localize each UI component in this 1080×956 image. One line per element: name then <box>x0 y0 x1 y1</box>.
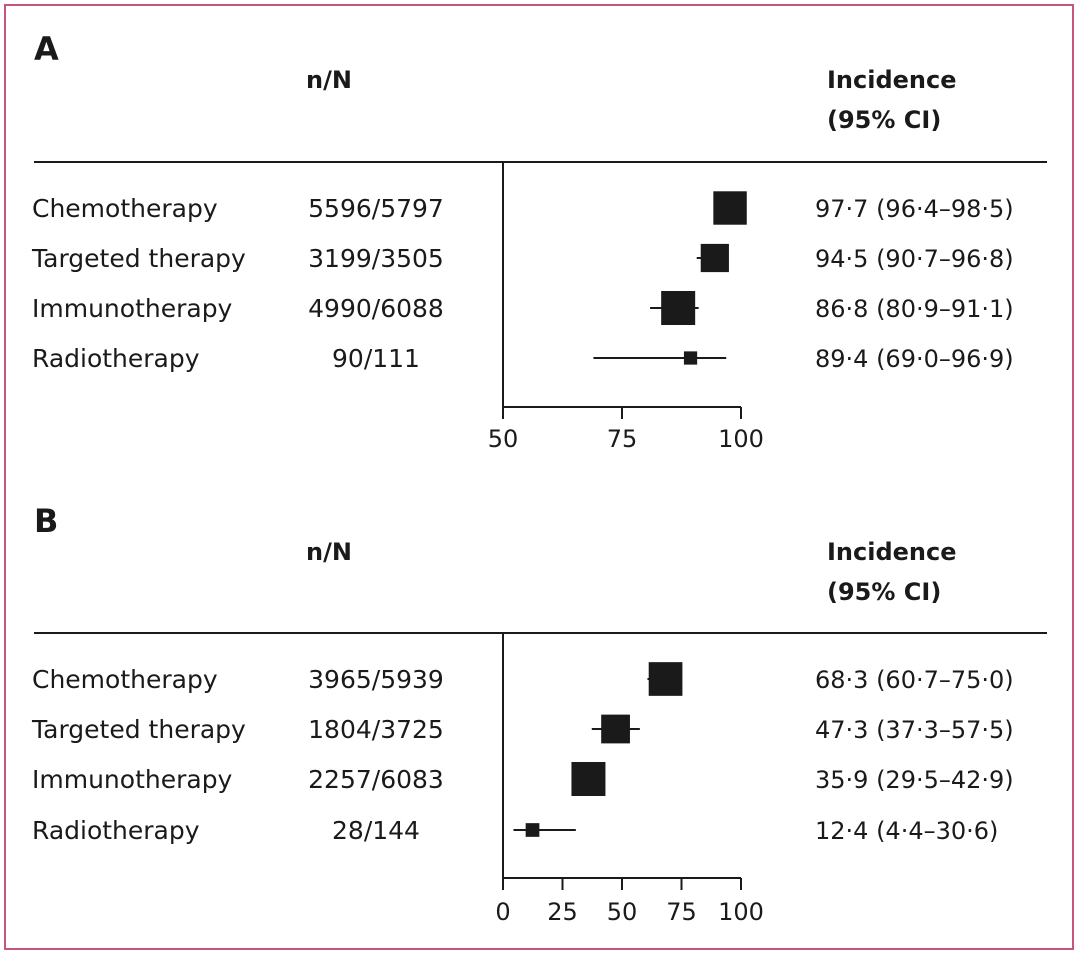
panel-b-row-ci-chemotherapy: 68·3 (60·7–75·0) <box>815 666 1014 694</box>
panel-a-label: A <box>34 30 59 68</box>
panel-b-row-ci-immunotherapy: 35·9 (29·5–42·9) <box>815 766 1014 794</box>
panel-a-row-label-radiotherapy: Radiotherapy <box>32 344 200 373</box>
panel-a-estimate-marker-chemotherapy <box>713 191 747 225</box>
panel-a-estimate-marker-immunotherapy <box>661 291 696 325</box>
panel-b-x-tick-label-75: 75 <box>666 898 697 926</box>
panel-a-row-label-targeted-therapy: Targeted therapy <box>31 244 246 273</box>
panel-b-label: B <box>34 502 58 540</box>
panel-b-row-nn-chemotherapy: 3965/5939 <box>308 665 444 694</box>
panel-a-row-nn-radiotherapy: 90/111 <box>332 344 420 373</box>
panel-b-x-tick-label-50: 50 <box>607 898 638 926</box>
panel-a-row-label-immunotherapy: Immunotherapy <box>32 294 233 323</box>
panel-b-estimate-marker-radiotherapy <box>525 823 540 837</box>
panel-a-row-nn-targeted-therapy: 3199/3505 <box>308 244 444 273</box>
panel-a-row-ci-immunotherapy: 86·8 (80·9–91·1) <box>815 295 1014 323</box>
panel-b-x-tick-label-0: 0 <box>495 898 510 926</box>
panel-b-estimate-marker-immunotherapy <box>571 762 606 796</box>
panel-a-header-nn: n/N <box>306 66 352 94</box>
panel-b-row-label-chemotherapy: Chemotherapy <box>32 665 218 694</box>
panel-a-estimate-marker-targeted-therapy <box>700 243 729 273</box>
panel-b-header-nn: n/N <box>306 538 352 566</box>
panel-a-row-ci-radiotherapy: 89·4 (69·0–96·9) <box>815 345 1014 373</box>
panel-b-estimate-marker-targeted-therapy <box>601 714 630 744</box>
panel-b-row-label-immunotherapy: Immunotherapy <box>32 765 233 794</box>
panel-a-row-ci-chemotherapy: 97·7 (96·4–98·5) <box>815 195 1014 223</box>
panel-a-row-nn-immunotherapy: 4990/6088 <box>308 294 444 323</box>
panel-b-row-label-radiotherapy: Radiotherapy <box>32 816 200 845</box>
panel-b-x-tick-label-100: 100 <box>718 898 764 926</box>
panel-a-row-nn-chemotherapy: 5596/5797 <box>308 194 444 223</box>
panel-b-row-nn-radiotherapy: 28/144 <box>332 816 420 845</box>
panel-b-row-ci-radiotherapy: 12·4 (4·4–30·6) <box>815 817 998 845</box>
panel-a-row-ci-targeted-therapy: 94·5 (90·7–96·8) <box>815 245 1014 273</box>
panel-a-x-tick-label-75: 75 <box>607 425 638 453</box>
panel-b-row-nn-targeted-therapy: 1804/3725 <box>308 715 444 744</box>
panel-b-x-tick-label-25: 25 <box>547 898 578 926</box>
panel-a-header-incidence: Incidence <box>827 66 957 94</box>
panel-a-x-tick-label-50: 50 <box>488 425 519 453</box>
panel-a-estimate-marker-radiotherapy <box>683 351 698 365</box>
panel-b-row-ci-targeted-therapy: 47·3 (37·3–57·5) <box>815 716 1014 744</box>
figure-frame <box>4 4 1074 950</box>
panel-a-header-ci: (95% CI) <box>827 106 941 134</box>
panel-b-header-incidence: Incidence <box>827 538 957 566</box>
panel-b-header-ci: (95% CI) <box>827 578 941 606</box>
panel-a-row-label-chemotherapy: Chemotherapy <box>32 194 218 223</box>
panel-b-row-nn-immunotherapy: 2257/6083 <box>308 765 444 794</box>
panel-b-row-label-targeted-therapy: Targeted therapy <box>31 715 246 744</box>
panel-b-estimate-marker-chemotherapy <box>648 662 683 696</box>
panel-a-x-tick-label-100: 100 <box>718 425 764 453</box>
